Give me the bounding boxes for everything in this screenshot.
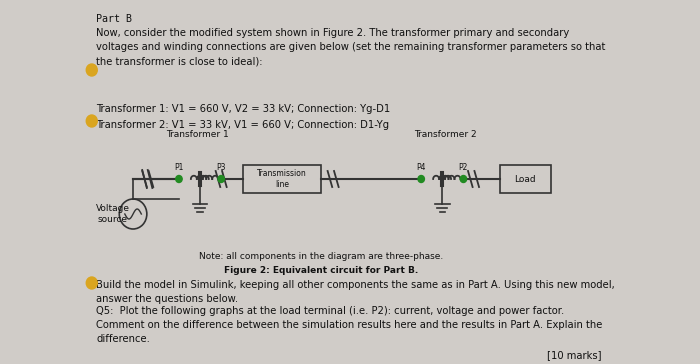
Text: Transmission
line: Transmission line	[258, 169, 307, 189]
Text: Note: all components in the diagram are three-phase.: Note: all components in the diagram are …	[199, 252, 443, 261]
Text: P2: P2	[458, 163, 468, 172]
Text: Transformer 1: V1 = 660 V, V2 = 33 kV; Connection: Yg-D1: Transformer 1: V1 = 660 V, V2 = 33 kV; C…	[97, 104, 391, 114]
Circle shape	[86, 277, 97, 289]
Circle shape	[86, 64, 97, 76]
Text: [10 marks]: [10 marks]	[547, 350, 601, 360]
FancyBboxPatch shape	[500, 165, 551, 193]
Text: P3: P3	[216, 163, 226, 172]
Text: Transformer 2: Transformer 2	[414, 130, 477, 139]
Text: Q5:  Plot the following graphs at the load terminal (i.e. P2): current, voltage : Q5: Plot the following graphs at the loa…	[97, 306, 603, 344]
Circle shape	[418, 175, 424, 182]
Circle shape	[86, 115, 97, 127]
Circle shape	[460, 175, 467, 182]
Text: P4: P4	[416, 163, 426, 172]
Text: Transformer 2: V1 = 33 kV, V1 = 660 V; Connection: D1-Yg: Transformer 2: V1 = 33 kV, V1 = 660 V; C…	[97, 120, 389, 130]
Text: Now, consider the modified system shown in Figure 2. The transformer primary and: Now, consider the modified system shown …	[97, 28, 606, 66]
Text: Figure 2: Equivalent circuit for Part B.: Figure 2: Equivalent circuit for Part B.	[224, 266, 419, 275]
FancyBboxPatch shape	[243, 165, 321, 193]
Circle shape	[218, 175, 225, 182]
Text: Load: Load	[514, 174, 536, 183]
Text: Build the model in Simulink, keeping all other components the same as in Part A.: Build the model in Simulink, keeping all…	[97, 280, 615, 304]
Text: Transformer 1: Transformer 1	[166, 130, 229, 139]
Text: Voltage
source: Voltage source	[96, 203, 130, 224]
Text: Part B: Part B	[97, 14, 132, 24]
Circle shape	[176, 175, 182, 182]
Text: P1: P1	[174, 163, 183, 172]
